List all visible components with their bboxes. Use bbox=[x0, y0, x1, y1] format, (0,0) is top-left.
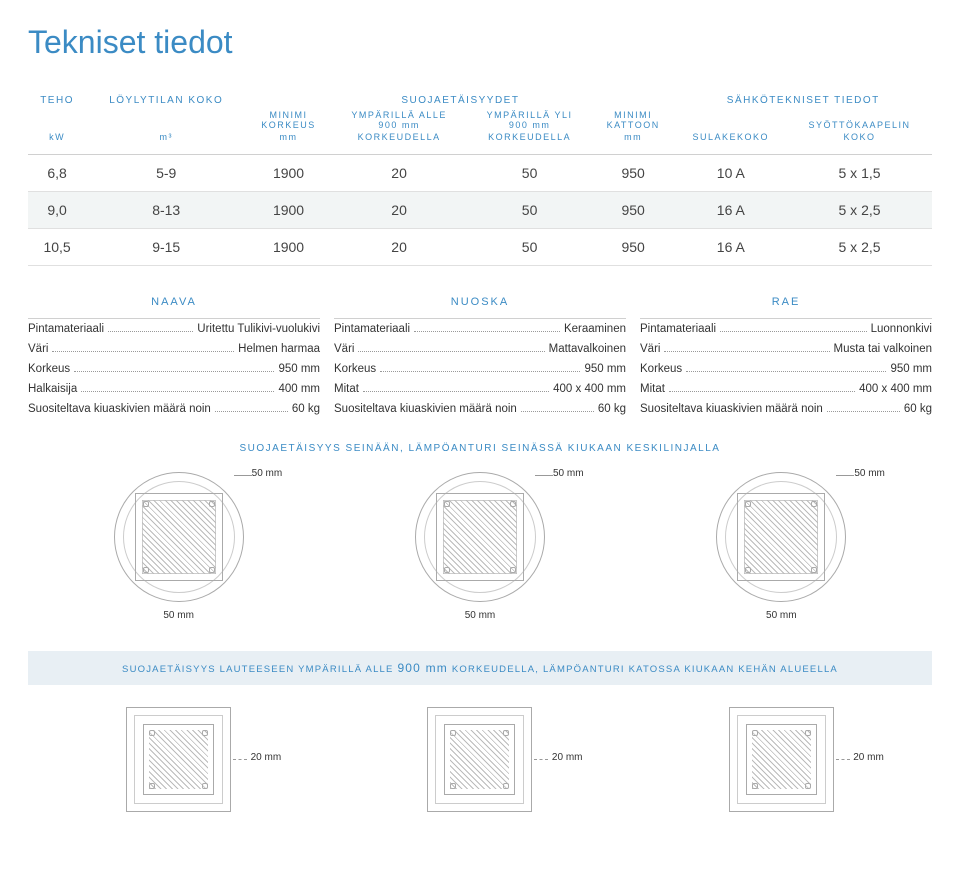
spec-row: Suositeltava kiuaskivien määrä noin60 kg bbox=[640, 399, 932, 419]
group-header-sahko: SÄHKÖTEKNISET TIEDOT bbox=[675, 85, 932, 110]
column-header: YMPÄRILLÄ ALLE900 mmKORKEUDELLA bbox=[331, 110, 468, 155]
page-title: Tekniset tiedot bbox=[28, 24, 932, 61]
safety-band: SUOJAETÄISYYS LAUTEESEEN YMPÄRILLÄ ALLE … bbox=[28, 651, 932, 685]
column-header: YMPÄRILLÄ YLI900 mmKORKEUDELLA bbox=[467, 110, 591, 155]
diagram-nuoska-square: 20 mm bbox=[427, 707, 532, 812]
column-header: SULAKEKOKO bbox=[675, 110, 787, 155]
group-header-loyly: LÖYLYTILAN KOKO bbox=[86, 85, 246, 110]
spec-header: NAAVA bbox=[28, 296, 320, 319]
table-row: 6,85-91900205095010 A5 x 1,5 bbox=[28, 155, 932, 192]
table-row: 9,08-131900205095016 A5 x 2,5 bbox=[28, 192, 932, 229]
spec-column: NUOSKAPintamateriaaliKeraaminenVäriMatta… bbox=[334, 296, 626, 419]
spec-row: VäriHelmen harmaa bbox=[28, 339, 320, 359]
diagram-naava-square: 20 mm bbox=[126, 707, 231, 812]
column-header: MINIMIKATTOONmm bbox=[592, 110, 675, 155]
spec-row: Suositeltava kiuaskivien määrä noin60 kg bbox=[334, 399, 626, 419]
spec-row: Korkeus950 mm bbox=[640, 359, 932, 379]
spec-header: RAE bbox=[640, 296, 932, 319]
spec-row: PintamateriaaliLuonnonkivi bbox=[640, 319, 932, 339]
diagram-rae-square: 20 mm bbox=[729, 707, 834, 812]
column-header: SYÖTTÖKAAPELINKOKO bbox=[787, 110, 932, 155]
spec-row: Suositeltava kiuaskivien määrä noin60 kg bbox=[28, 399, 320, 419]
spec-row: Mitat400 x 400 mm bbox=[640, 379, 932, 399]
spec-row: VäriMattavalkoinen bbox=[334, 339, 626, 359]
spec-row: PintamateriaaliKeraaminen bbox=[334, 319, 626, 339]
table-row: 10,59-151900205095016 A5 x 2,5 bbox=[28, 229, 932, 266]
diagram-nuoska-circle: 50 mm 50 mm bbox=[415, 472, 545, 621]
spec-row: VäriMusta tai valkoinen bbox=[640, 339, 932, 359]
diagram-rae-circle: 50 mm 50 mm bbox=[716, 472, 846, 621]
spec-column: RAEPintamateriaaliLuonnonkiviVäriMusta t… bbox=[640, 296, 932, 419]
diagram-naava-circle: 50 mm 50 mm bbox=[114, 472, 244, 621]
group-header-suoja: SUOJAETÄISYYDET bbox=[246, 85, 674, 110]
spec-column: NAAVAPintamateriaaliUritettu Tulikivi-vu… bbox=[28, 296, 320, 419]
spec-header: NUOSKA bbox=[334, 296, 626, 319]
column-header: m³ bbox=[86, 110, 246, 155]
spec-row: Korkeus950 mm bbox=[334, 359, 626, 379]
specs-table: TEHO LÖYLYTILAN KOKO SUOJAETÄISYYDET SÄH… bbox=[28, 85, 932, 266]
spec-row: Mitat400 x 400 mm bbox=[334, 379, 626, 399]
spec-row: Korkeus950 mm bbox=[28, 359, 320, 379]
group-header-teho: TEHO bbox=[28, 85, 86, 110]
column-header: MINIMIKORKEUSmm bbox=[246, 110, 331, 155]
safety-text-wall: SUOJAETÄISYYS SEINÄÄN, LÄMPÖANTURI SEINÄ… bbox=[28, 443, 932, 454]
spec-row: Halkaisija400 mm bbox=[28, 379, 320, 399]
column-header: kW bbox=[28, 110, 86, 155]
spec-row: PintamateriaaliUritettu Tulikivi-vuoluki… bbox=[28, 319, 320, 339]
